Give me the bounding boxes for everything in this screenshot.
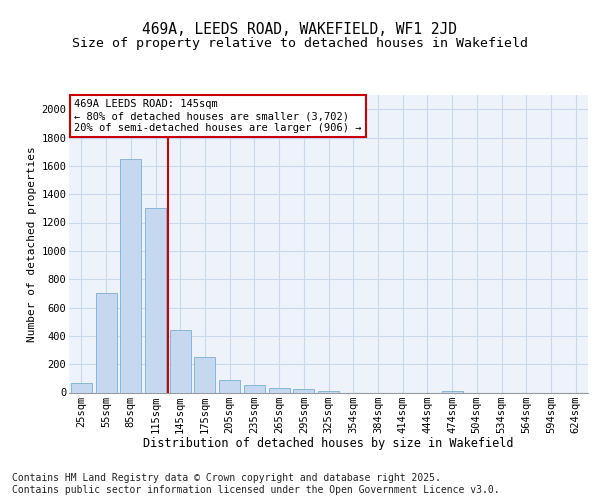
X-axis label: Distribution of detached houses by size in Wakefield: Distribution of detached houses by size …: [143, 437, 514, 450]
Bar: [318, 391, 339, 392]
Text: 469A LEEDS ROAD: 145sqm
← 80% of detached houses are smaller (3,702)
20% of semi: 469A LEEDS ROAD: 145sqm ← 80% of detache…: [74, 100, 362, 132]
Bar: [120, 159, 141, 392]
Bar: [95, 294, 116, 392]
Bar: [442, 391, 463, 392]
Text: Size of property relative to detached houses in Wakefield: Size of property relative to detached ho…: [72, 38, 528, 51]
Text: 469A, LEEDS ROAD, WAKEFIELD, WF1 2JD: 469A, LEEDS ROAD, WAKEFIELD, WF1 2JD: [143, 22, 458, 38]
Bar: [244, 384, 265, 392]
Bar: [194, 357, 215, 392]
Bar: [269, 388, 290, 392]
Bar: [71, 384, 92, 392]
Y-axis label: Number of detached properties: Number of detached properties: [27, 146, 37, 342]
Bar: [145, 208, 166, 392]
Bar: [170, 330, 191, 392]
Bar: [293, 389, 314, 392]
Text: Contains HM Land Registry data © Crown copyright and database right 2025.
Contai: Contains HM Land Registry data © Crown c…: [12, 474, 500, 495]
Bar: [219, 380, 240, 392]
